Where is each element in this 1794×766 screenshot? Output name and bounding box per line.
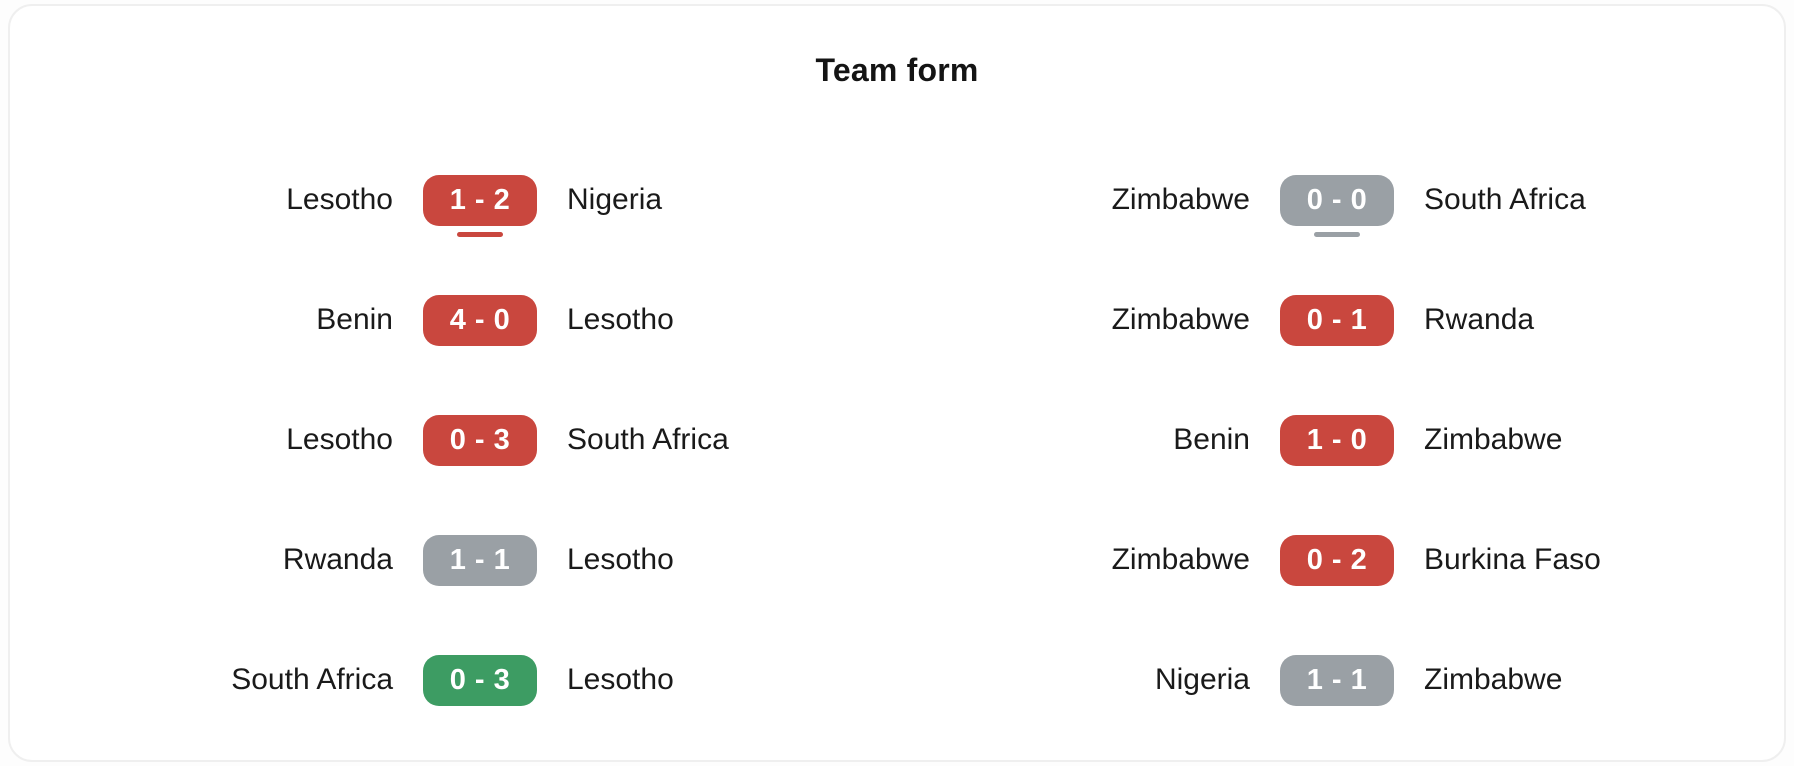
- match-row[interactable]: Zimbabwe 0 - 0 South Africa: [985, 140, 1689, 260]
- team-form-column-right: Zimbabwe 0 - 0 South Africa Zimbabwe 0 -…: [985, 140, 1689, 740]
- score-badge: 1 - 1: [1280, 654, 1394, 706]
- score-badge: 1 - 0: [1280, 414, 1394, 466]
- match-row[interactable]: South Africa 0 - 3 Lesotho: [128, 620, 832, 740]
- current-match-indicator: [1314, 231, 1360, 237]
- away-team-name: Rwanda: [1424, 303, 1535, 336]
- away-team-name: South Africa: [567, 423, 729, 456]
- score-badge-cell: 1 - 1: [1280, 654, 1394, 706]
- score-badge: 0 - 0: [1280, 174, 1394, 226]
- current-match-indicator: [457, 231, 503, 237]
- home-team-name: South Africa: [231, 663, 393, 696]
- score-badge-cell: 1 - 1: [423, 534, 537, 586]
- home-team-name: Rwanda: [282, 543, 393, 576]
- score-badge: 0 - 3: [423, 414, 537, 466]
- match-row[interactable]: Nigeria 1 - 1 Zimbabwe: [985, 620, 1689, 740]
- home-team-name: Lesotho: [286, 183, 393, 216]
- away-team-name: South Africa: [1424, 183, 1586, 216]
- home-team-name: Nigeria: [1154, 663, 1250, 696]
- match-row[interactable]: Lesotho 1 - 2 Nigeria: [128, 140, 832, 260]
- match-row[interactable]: Lesotho 0 - 3 South Africa: [128, 380, 832, 500]
- away-team-name: Lesotho: [567, 543, 674, 576]
- away-team-name: Lesotho: [567, 663, 674, 696]
- home-team-name: Benin: [1173, 423, 1250, 456]
- score-badge-cell: 0 - 2: [1280, 534, 1394, 586]
- match-row[interactable]: Benin 4 - 0 Lesotho: [128, 260, 832, 380]
- score-badge: 0 - 2: [1280, 534, 1394, 586]
- home-team-name: Zimbabwe: [1111, 543, 1250, 576]
- panel-title: Team form: [815, 52, 979, 88]
- score-badge: 4 - 0: [423, 294, 537, 346]
- home-team-name: Zimbabwe: [1111, 303, 1250, 336]
- away-team-name: Burkina Faso: [1424, 543, 1601, 576]
- away-team-name: Lesotho: [567, 303, 674, 336]
- team-form-card: Team form Lesotho 1 - 2 Nigeria Benin 4 …: [8, 4, 1786, 762]
- score-badge: 0 - 3: [423, 654, 537, 706]
- home-team-name: Benin: [316, 303, 393, 336]
- away-team-name: Nigeria: [567, 183, 663, 216]
- score-badge-cell: 4 - 0: [423, 294, 537, 346]
- score-badge-cell: 0 - 3: [423, 654, 537, 706]
- away-team-name: Zimbabwe: [1424, 663, 1563, 696]
- score-badge-cell: 0 - 0: [1280, 174, 1394, 237]
- match-row[interactable]: Rwanda 1 - 1 Lesotho: [128, 500, 832, 620]
- team-form-column-left: Lesotho 1 - 2 Nigeria Benin 4 - 0 Lesoth…: [128, 140, 832, 740]
- score-badge-cell: 0 - 3: [423, 414, 537, 466]
- score-badge: 1 - 1: [423, 534, 537, 586]
- match-row[interactable]: Zimbabwe 0 - 2 Burkina Faso: [985, 500, 1689, 620]
- match-row[interactable]: Zimbabwe 0 - 1 Rwanda: [985, 260, 1689, 380]
- score-badge-cell: 1 - 2: [423, 174, 537, 237]
- score-badge-cell: 0 - 1: [1280, 294, 1394, 346]
- match-row[interactable]: Benin 1 - 0 Zimbabwe: [985, 380, 1689, 500]
- home-team-name: Lesotho: [286, 423, 393, 456]
- home-team-name: Zimbabwe: [1111, 183, 1250, 216]
- score-badge-cell: 1 - 0: [1280, 414, 1394, 466]
- away-team-name: Zimbabwe: [1424, 423, 1563, 456]
- score-badge: 1 - 2: [423, 174, 537, 226]
- score-badge: 0 - 1: [1280, 294, 1394, 346]
